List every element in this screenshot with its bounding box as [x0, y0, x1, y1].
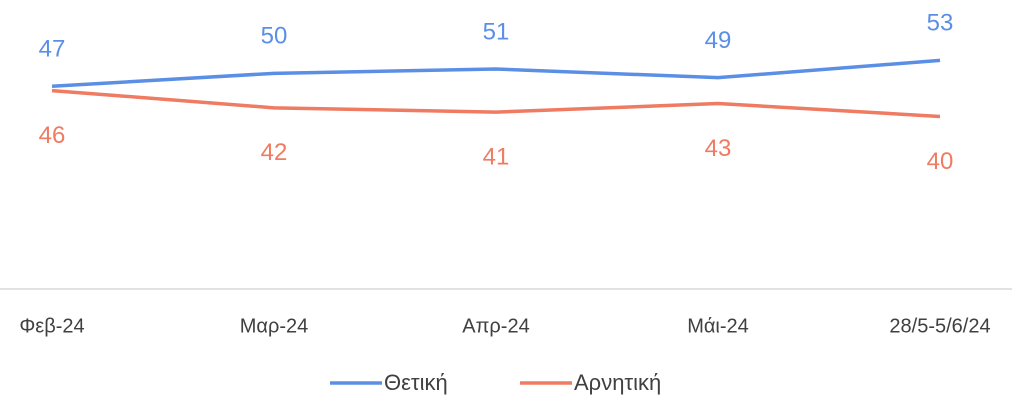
x-tick-label: Μαρ-24 — [240, 315, 309, 337]
data-label: 41 — [483, 143, 510, 170]
x-tick-label: 28/5-5/6/24 — [889, 315, 990, 337]
data-label: 42 — [261, 139, 288, 166]
x-tick-label: Μάι-24 — [687, 315, 749, 337]
data-label: 40 — [927, 148, 954, 175]
data-label: 53 — [927, 10, 954, 37]
line-series — [51, 88, 941, 119]
data-label: 47 — [39, 36, 66, 63]
data-label: 49 — [705, 27, 732, 54]
data-label: 51 — [483, 18, 510, 45]
data-label: 43 — [705, 135, 732, 162]
legend-label: Αρνητική — [574, 370, 661, 395]
x-tick-label: Φεβ-24 — [19, 315, 84, 337]
legend-label: Θετική — [384, 370, 448, 395]
data-label: 50 — [261, 23, 288, 50]
line-series — [51, 58, 941, 89]
x-tick-label: Απρ-24 — [462, 315, 529, 337]
data-label: 46 — [39, 122, 66, 149]
